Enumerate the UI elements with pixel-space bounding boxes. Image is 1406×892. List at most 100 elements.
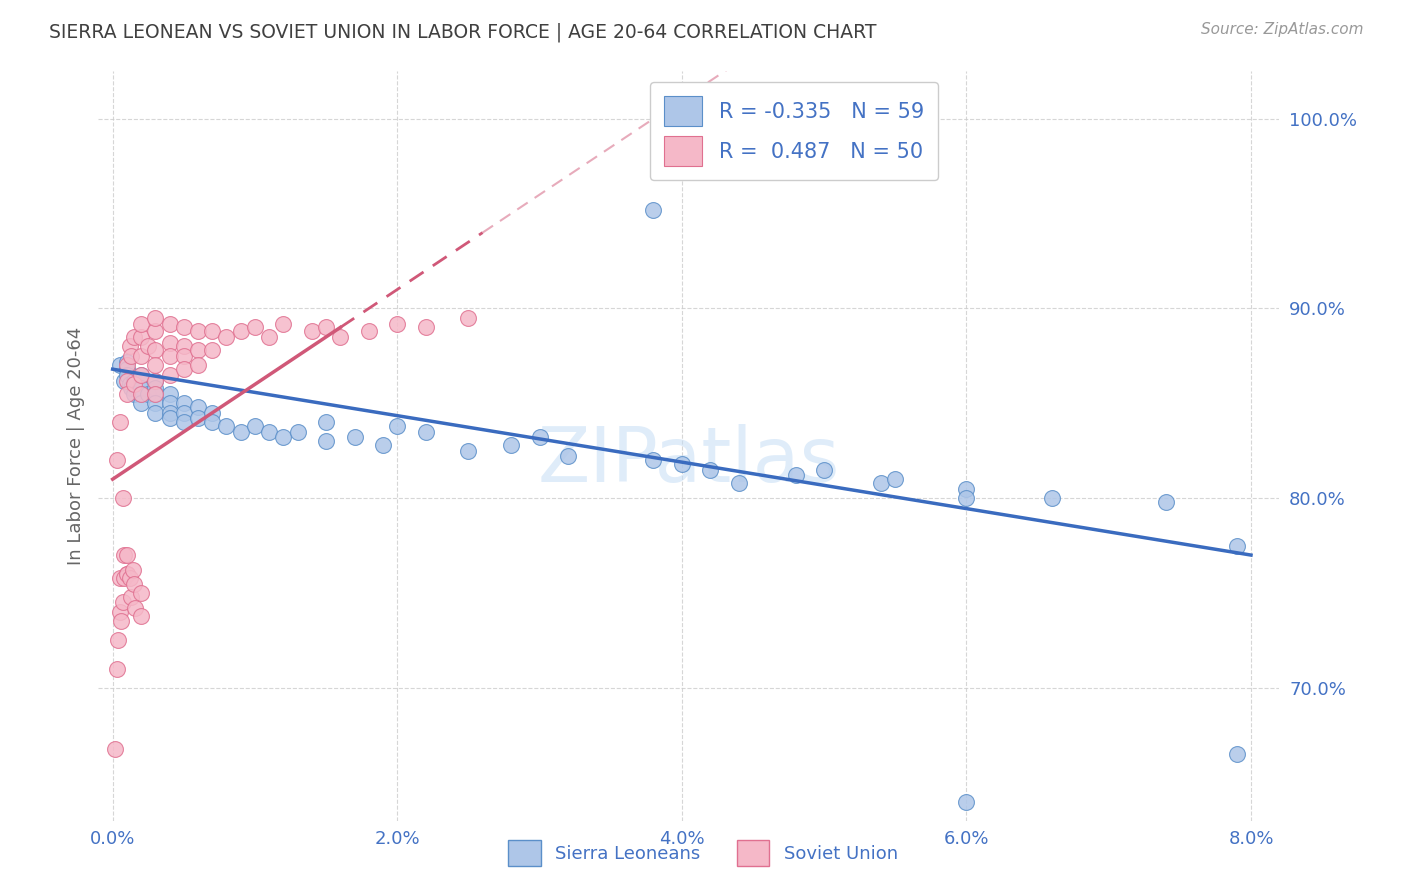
Point	[122, 576, 145, 591]
Legend: Sierra Leoneans, Soviet Union: Sierra Leoneans, Soviet Union	[496, 828, 910, 879]
Point	[187, 324, 209, 338]
Point	[136, 387, 159, 401]
Point	[108, 605, 131, 619]
Point	[1040, 491, 1063, 505]
Point	[143, 396, 166, 410]
Point	[457, 310, 479, 325]
Point	[243, 419, 266, 434]
Point	[173, 320, 195, 334]
Text: Source: ZipAtlas.com: Source: ZipAtlas.com	[1201, 22, 1364, 37]
Point	[122, 374, 145, 388]
Point	[129, 608, 152, 623]
Point	[129, 374, 152, 388]
Point	[215, 419, 238, 434]
Point	[187, 343, 209, 358]
Point	[129, 381, 152, 395]
Point	[201, 324, 224, 338]
Point	[215, 330, 238, 344]
Point	[143, 387, 166, 401]
Point	[129, 387, 152, 401]
Point	[371, 438, 394, 452]
Point	[129, 368, 152, 382]
Point	[329, 330, 352, 344]
Point	[129, 586, 152, 600]
Point	[159, 406, 181, 420]
Point	[112, 374, 135, 388]
Point	[257, 425, 280, 439]
Point	[301, 324, 323, 338]
Point	[415, 425, 437, 439]
Point	[955, 795, 977, 809]
Point	[115, 567, 138, 582]
Point	[785, 468, 807, 483]
Point	[187, 400, 209, 414]
Point	[108, 359, 131, 373]
Point	[124, 601, 146, 615]
Point	[115, 548, 138, 562]
Point	[357, 324, 380, 338]
Point	[118, 571, 141, 585]
Point	[557, 450, 579, 464]
Point	[229, 425, 252, 439]
Point	[104, 741, 127, 756]
Point	[955, 491, 977, 505]
Point	[499, 438, 522, 452]
Point	[110, 615, 132, 629]
Point	[120, 349, 142, 363]
Point	[173, 339, 195, 353]
Point	[315, 320, 337, 334]
Point	[129, 349, 152, 363]
Point	[115, 362, 138, 376]
Point	[115, 368, 138, 382]
Point	[112, 548, 135, 562]
Point	[173, 349, 195, 363]
Point	[143, 374, 166, 388]
Point	[159, 317, 181, 331]
Point	[143, 387, 166, 401]
Text: SIERRA LEONEAN VS SOVIET UNION IN LABOR FORCE | AGE 20-64 CORRELATION CHART: SIERRA LEONEAN VS SOVIET UNION IN LABOR …	[49, 22, 877, 42]
Point	[129, 330, 152, 344]
Point	[143, 374, 166, 388]
Point	[143, 310, 166, 325]
Point	[111, 595, 134, 609]
Point	[870, 475, 893, 490]
Point	[105, 453, 128, 467]
Point	[115, 359, 138, 373]
Point	[118, 339, 141, 353]
Point	[173, 362, 195, 376]
Point	[159, 396, 181, 410]
Point	[287, 425, 309, 439]
Point	[1154, 495, 1177, 509]
Point	[187, 359, 209, 373]
Point	[129, 396, 152, 410]
Point	[201, 415, 224, 429]
Point	[129, 368, 152, 382]
Point	[201, 343, 224, 358]
Point	[122, 377, 145, 392]
Point	[111, 491, 134, 505]
Point	[108, 415, 131, 429]
Point	[159, 387, 181, 401]
Point	[115, 567, 138, 582]
Text: ZIPatlas: ZIPatlas	[537, 424, 841, 498]
Point	[884, 472, 907, 486]
Point	[671, 457, 693, 471]
Point	[143, 406, 166, 420]
Point	[159, 368, 181, 382]
Point	[120, 381, 142, 395]
Point	[122, 330, 145, 344]
Point	[813, 463, 835, 477]
Point	[315, 434, 337, 449]
Point	[415, 320, 437, 334]
Point	[115, 374, 138, 388]
Point	[115, 354, 138, 368]
Point	[173, 396, 195, 410]
Point	[143, 343, 166, 358]
Point	[159, 349, 181, 363]
Point	[107, 633, 129, 648]
Point	[699, 463, 721, 477]
Point	[955, 482, 977, 496]
Point	[143, 324, 166, 338]
Point	[173, 406, 195, 420]
Point	[387, 317, 409, 331]
